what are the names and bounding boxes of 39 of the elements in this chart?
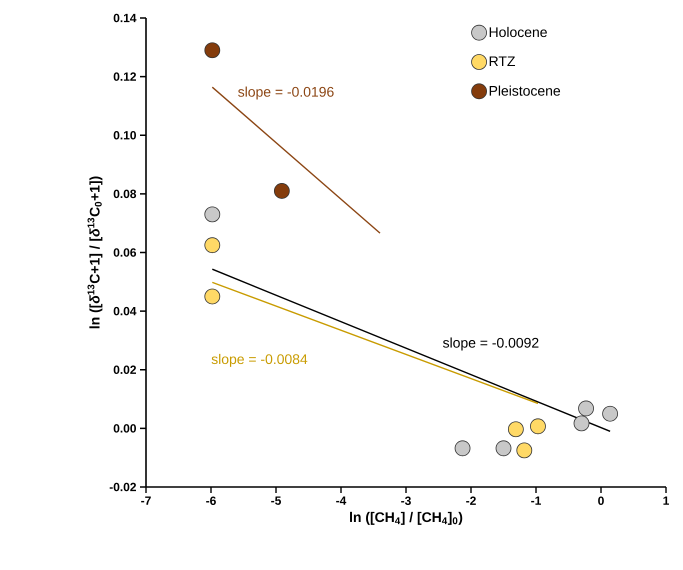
point xyxy=(204,206,220,222)
legend-label: Holocene xyxy=(490,26,547,38)
y-tick-label: 0.14 xyxy=(114,14,136,22)
x-axis-title: ln ([CH$_{4}$] / [CH$_{4}$]$_{0}$) xyxy=(350,512,462,525)
x-tick-label: 0 xyxy=(598,496,604,505)
y-tick-label: 0.08 xyxy=(114,190,136,198)
y-tick-label: 0.00 xyxy=(114,424,136,433)
point xyxy=(516,442,532,458)
legend-label: Pleistocene xyxy=(490,86,560,96)
legend-label: RTZ xyxy=(490,56,516,66)
y-tick-label: 0.02 xyxy=(114,366,136,374)
point xyxy=(496,440,512,456)
point xyxy=(602,406,618,422)
text: ln ([δ$^{13}$C+1] / [δ$^{13}$C$_{0}$+1]) xyxy=(87,176,102,328)
x-tick-label: -1 xyxy=(531,496,541,505)
point xyxy=(530,418,546,434)
y-tick-label: 0.12 xyxy=(114,72,136,81)
x-tick-label: -4 xyxy=(336,496,346,505)
point xyxy=(574,415,590,432)
y-tick-label: -0.02 xyxy=(110,482,136,492)
annotation: slope = -0.0196 xyxy=(238,86,334,100)
x-tick-label: -5 xyxy=(271,496,281,505)
annotation: slope = -0.0084 xyxy=(212,354,308,367)
x-tick-label: 1 xyxy=(663,496,669,505)
point xyxy=(454,440,470,456)
point xyxy=(204,288,220,304)
annotation: slope = -0.0092 xyxy=(443,337,538,350)
point xyxy=(204,42,220,58)
point xyxy=(578,400,594,416)
x-tick-label: -7 xyxy=(141,496,151,505)
point xyxy=(274,183,290,199)
y-tick-label: 0.10 xyxy=(114,131,136,140)
x-tick-label: -6 xyxy=(206,496,216,505)
y-tick-label: 0.06 xyxy=(114,248,136,257)
point xyxy=(204,237,220,254)
x-tick-label: -3 xyxy=(401,496,411,506)
y-tick-label: 0.04 xyxy=(114,306,136,316)
x-tick-label: -2 xyxy=(466,496,476,505)
point xyxy=(508,421,524,438)
